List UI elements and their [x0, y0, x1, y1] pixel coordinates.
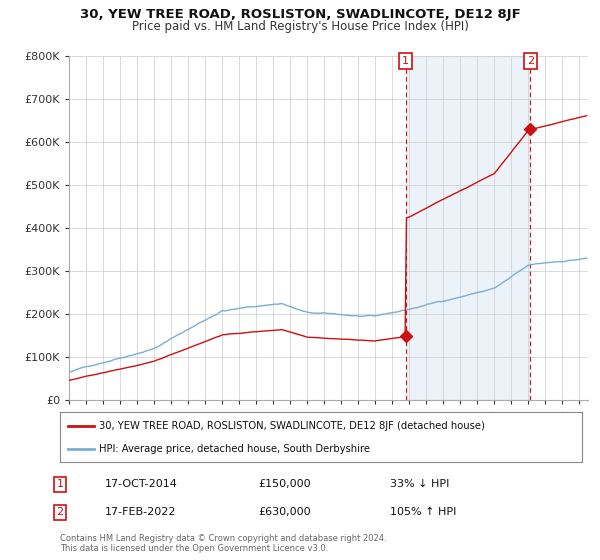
Text: Price paid vs. HM Land Registry's House Price Index (HPI): Price paid vs. HM Land Registry's House …: [131, 20, 469, 32]
Text: 30, YEW TREE ROAD, ROSLISTON, SWADLINCOTE, DE12 8JF (detached house): 30, YEW TREE ROAD, ROSLISTON, SWADLINCOT…: [99, 421, 485, 431]
Text: £630,000: £630,000: [258, 507, 311, 517]
Text: 105% ↑ HPI: 105% ↑ HPI: [390, 507, 457, 517]
Text: HPI: Average price, detached house, South Derbyshire: HPI: Average price, detached house, Sout…: [99, 445, 370, 454]
Text: Contains HM Land Registry data © Crown copyright and database right 2024.
This d: Contains HM Land Registry data © Crown c…: [60, 534, 386, 553]
Text: 2: 2: [527, 56, 534, 66]
Text: £150,000: £150,000: [258, 479, 311, 489]
Bar: [406, 56, 530, 400]
Text: 30, YEW TREE ROAD, ROSLISTON, SWADLINCOTE, DE12 8JF: 30, YEW TREE ROAD, ROSLISTON, SWADLINCOT…: [80, 8, 520, 21]
Text: 2: 2: [56, 507, 64, 517]
Text: 17-FEB-2022: 17-FEB-2022: [105, 507, 176, 517]
Text: 33% ↓ HPI: 33% ↓ HPI: [390, 479, 449, 489]
Text: 1: 1: [56, 479, 64, 489]
Text: 1: 1: [402, 56, 409, 66]
Text: 17-OCT-2014: 17-OCT-2014: [105, 479, 178, 489]
